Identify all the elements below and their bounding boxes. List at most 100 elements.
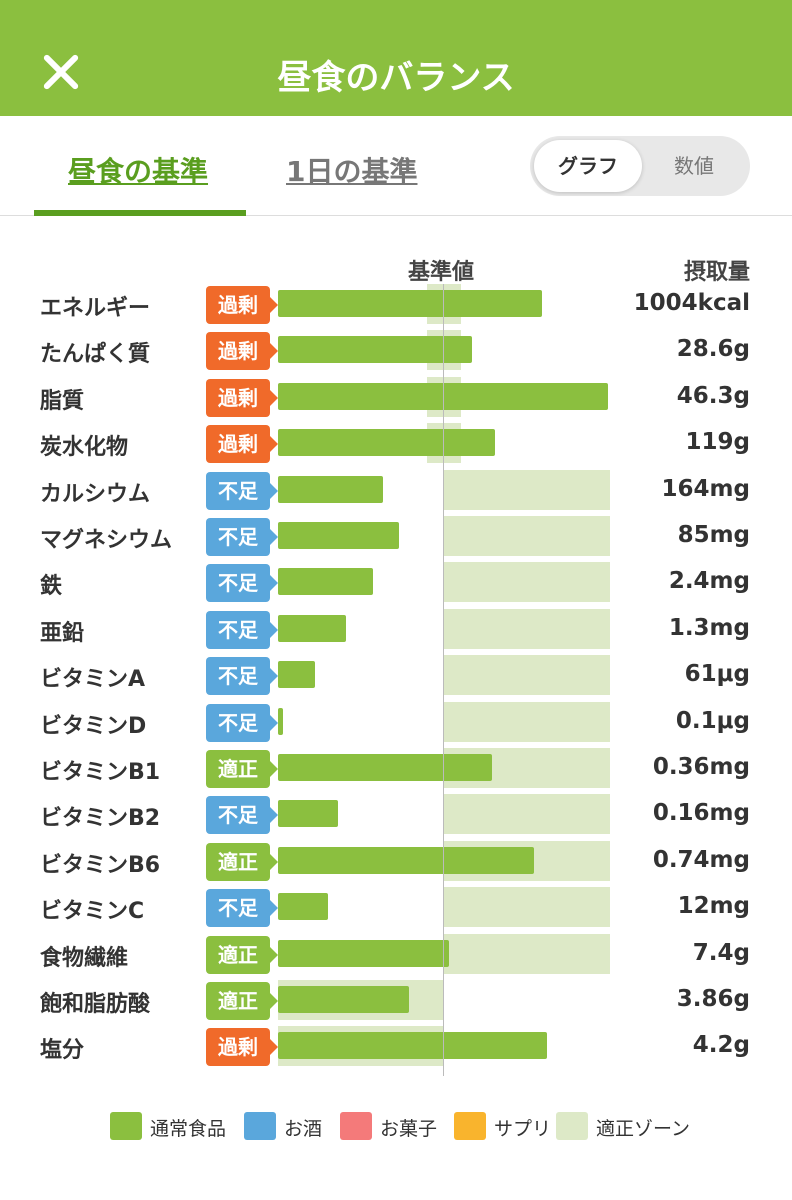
nutrient-row: ビタミンA 不足 61μg bbox=[0, 655, 792, 701]
intake-bar bbox=[278, 290, 542, 317]
reference-line bbox=[443, 284, 444, 1076]
intake-bar bbox=[278, 661, 315, 689]
toggle-graph[interactable]: グラフ bbox=[534, 140, 642, 192]
nutrient-row: エネルギー 過剰 1004kcal bbox=[0, 284, 792, 330]
status-badge: 過剰 bbox=[206, 332, 278, 371]
intake-bar bbox=[278, 1032, 547, 1060]
nutrient-label: ビタミンB6 bbox=[40, 852, 161, 878]
intake-bar bbox=[278, 846, 534, 874]
toggle-numeric[interactable]: 数値 bbox=[674, 154, 714, 178]
reference-column-header: 基準値 bbox=[408, 260, 475, 285]
status-badge: 不足 bbox=[206, 564, 278, 603]
legend-swatch bbox=[454, 1112, 486, 1140]
tab-daily-standard[interactable]: 1日の基準 bbox=[286, 155, 418, 188]
legend-swatch bbox=[340, 1112, 372, 1140]
intake-value: 3.86g bbox=[676, 986, 750, 1012]
nutrient-row: マグネシウム 不足 85mg bbox=[0, 516, 792, 562]
intake-value: 4.2g bbox=[692, 1032, 750, 1059]
intake-value: 164mg bbox=[661, 475, 750, 502]
status-badge: 適正 bbox=[206, 935, 278, 974]
nutrient-label: ビタミンB2 bbox=[40, 806, 161, 832]
page-title: 昼食のバランス bbox=[277, 58, 515, 98]
legend-label: 通常食品 bbox=[150, 1118, 227, 1140]
nutrient-label: ビタミンD bbox=[40, 713, 147, 739]
status-badge: 不足 bbox=[206, 657, 278, 696]
appropriate-zone bbox=[444, 608, 610, 649]
intake-value: 46.3g bbox=[676, 382, 750, 409]
nutrient-row: 炭水化物 過剰 119g bbox=[0, 423, 792, 469]
appropriate-zone bbox=[444, 701, 610, 742]
intake-bar bbox=[278, 939, 449, 967]
intake-value: 28.6g bbox=[676, 336, 750, 363]
status-badge: 不足 bbox=[206, 610, 278, 649]
nutrient-label: ビタミンA bbox=[40, 667, 146, 693]
nutrient-row: 塩分 過剰 4.2g bbox=[0, 1026, 792, 1072]
intake-value: 85mg bbox=[677, 522, 750, 548]
status-badge: 適正 bbox=[206, 750, 278, 788]
intake-bar bbox=[278, 429, 496, 457]
status-badge: 過剰 bbox=[206, 286, 278, 324]
appropriate-zone bbox=[444, 794, 610, 835]
intake-bar bbox=[278, 800, 338, 828]
nutrient-row: 亜鉛 不足 1.3mg bbox=[0, 608, 792, 655]
appropriate-zone bbox=[444, 469, 610, 510]
nutrient-row: 飽和脂肪酸 適正 3.86g bbox=[0, 980, 792, 1026]
legend-swatch bbox=[244, 1112, 276, 1140]
nutrient-row: ビタミンB6 適正 0.74mg bbox=[0, 840, 792, 887]
tab-bar: 昼食の基準 1日の基準 bbox=[0, 116, 792, 216]
nutrient-label: カルシウム bbox=[40, 481, 151, 507]
appropriate-zone bbox=[444, 655, 610, 696]
legend-label: お菓子 bbox=[380, 1118, 438, 1140]
nutrient-label: マグネシウム bbox=[40, 528, 173, 553]
status-badge: 不足 bbox=[206, 471, 278, 510]
nutrient-row: ビタミンB1 適正 0.36mg bbox=[0, 748, 792, 794]
status-badge: 過剰 bbox=[206, 378, 278, 417]
intake-bar bbox=[278, 754, 493, 781]
nutrient-label: 塩分 bbox=[40, 1038, 85, 1064]
intake-bar bbox=[278, 522, 400, 549]
nutrient-row: たんぱく質 過剰 28.6g bbox=[0, 330, 792, 376]
app-header: 昼食のバランス bbox=[0, 0, 792, 116]
nutrient-row: ビタミンD 不足 0.1μg bbox=[0, 701, 792, 748]
legend-swatch bbox=[110, 1112, 142, 1140]
intake-value: 0.36mg bbox=[652, 754, 750, 780]
intake-value: 12mg bbox=[677, 893, 750, 920]
nutrient-row: 食物繊維 適正 7.4g bbox=[0, 933, 792, 980]
intake-bar bbox=[278, 568, 373, 596]
intake-bar bbox=[278, 475, 383, 503]
status-badge: 不足 bbox=[206, 518, 278, 556]
nutrient-label: たんぱく質 bbox=[40, 342, 151, 368]
appropriate-zone bbox=[444, 562, 610, 603]
intake-value: 0.16mg bbox=[652, 800, 750, 827]
status-badge: 適正 bbox=[206, 982, 278, 1020]
intake-value: 0.74mg bbox=[652, 846, 750, 873]
legend-swatch bbox=[556, 1112, 588, 1140]
legend: 通常食品 お酒 お菓子 サプリ 適正ゾーン bbox=[0, 1106, 792, 1146]
intake-bar bbox=[278, 707, 283, 735]
nutrient-label: 鉄 bbox=[40, 574, 63, 600]
nutrient-label: 亜鉛 bbox=[40, 620, 85, 646]
nutrient-row: 脂質 過剰 46.3g bbox=[0, 376, 792, 423]
nutrient-row: 鉄 不足 2.4mg bbox=[0, 562, 792, 608]
legend-label: サプリ bbox=[494, 1118, 552, 1140]
status-badge: 過剰 bbox=[206, 1028, 278, 1067]
status-badge: 過剰 bbox=[206, 425, 278, 464]
nutrient-label: 食物繊維 bbox=[40, 945, 129, 971]
nutrient-label: ビタミンC bbox=[40, 899, 145, 925]
nutrient-row: ビタミンB2 不足 0.16mg bbox=[0, 794, 792, 840]
tab-lunch-standard[interactable]: 昼食の基準 bbox=[68, 155, 209, 188]
nutrient-label: 飽和脂肪酸 bbox=[40, 992, 151, 1017]
nutrient-row: ビタミンC 不足 12mg bbox=[0, 887, 792, 933]
intake-bar bbox=[278, 893, 328, 921]
intake-value: 2.4mg bbox=[668, 568, 750, 595]
intake-bar bbox=[278, 614, 347, 642]
nutrient-label: ビタミンB1 bbox=[40, 760, 161, 785]
nutrient-label: 炭水化物 bbox=[40, 435, 129, 461]
nutrient-label: 脂質 bbox=[40, 388, 85, 414]
intake-value: 1.3mg bbox=[668, 614, 750, 641]
legend-label: お酒 bbox=[284, 1118, 323, 1140]
intake-value: 119g bbox=[685, 429, 750, 456]
intake-value: 1004kcal bbox=[633, 290, 750, 316]
intake-value: 0.1μg bbox=[675, 707, 750, 734]
appropriate-zone bbox=[444, 887, 610, 928]
